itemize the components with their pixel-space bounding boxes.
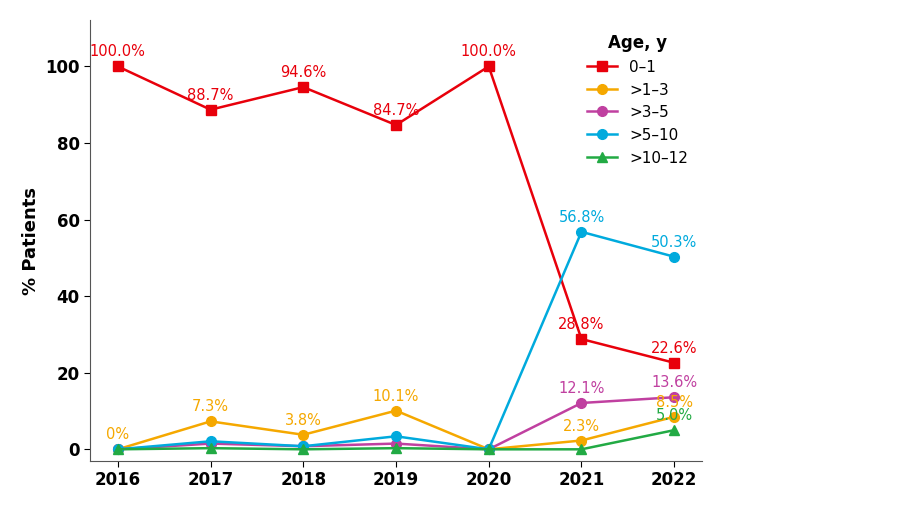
Text: 22.6%: 22.6%	[651, 341, 698, 356]
Text: 7.3%: 7.3%	[192, 399, 229, 414]
0–1	[298, 84, 309, 90]
>1–3	[576, 437, 587, 443]
Legend: 0–1, >1–3, >3–5, >5–10, >10–12: 0–1, >1–3, >3–5, >5–10, >10–12	[580, 28, 695, 172]
>1–3	[205, 418, 216, 424]
>3–5	[298, 443, 309, 450]
Line: >1–3: >1–3	[113, 406, 679, 454]
Text: 10.1%: 10.1%	[373, 389, 419, 403]
0–1	[576, 336, 587, 342]
0–1	[205, 106, 216, 113]
Text: 3.8%: 3.8%	[284, 413, 321, 428]
>3–5	[391, 440, 401, 446]
>1–3	[669, 414, 680, 420]
Text: 100.0%: 100.0%	[461, 45, 517, 59]
Line: >5–10: >5–10	[113, 227, 679, 454]
Text: 5.0%: 5.0%	[655, 408, 693, 423]
Line: 0–1: 0–1	[113, 61, 679, 368]
>10–12	[298, 446, 309, 453]
0–1	[669, 360, 680, 366]
Text: 94.6%: 94.6%	[280, 65, 327, 80]
Line: >3–5: >3–5	[113, 392, 679, 454]
0–1	[391, 122, 401, 128]
>1–3	[112, 446, 123, 453]
Text: 84.7%: 84.7%	[373, 103, 419, 118]
>10–12	[576, 446, 587, 453]
>1–3	[391, 408, 401, 414]
>1–3	[483, 446, 494, 453]
Text: 8.5%: 8.5%	[656, 395, 693, 410]
Text: 0%: 0%	[106, 428, 130, 442]
>10–12	[483, 446, 494, 453]
>5–10	[669, 253, 680, 260]
>3–5	[669, 394, 680, 400]
>5–10	[205, 438, 216, 444]
>3–5	[112, 446, 123, 453]
Text: 12.1%: 12.1%	[558, 381, 605, 396]
0–1	[112, 63, 123, 70]
>3–5	[483, 446, 494, 453]
Text: 88.7%: 88.7%	[187, 88, 234, 103]
Y-axis label: % Patients: % Patients	[22, 187, 40, 294]
Text: 100.0%: 100.0%	[90, 45, 146, 59]
>10–12	[391, 445, 401, 451]
0–1	[483, 63, 494, 70]
>10–12	[205, 445, 216, 451]
>3–5	[205, 440, 216, 446]
>10–12	[669, 427, 680, 433]
>3–5	[576, 400, 587, 406]
Line: >10–12: >10–12	[113, 425, 679, 454]
>5–10	[298, 443, 309, 450]
Text: 56.8%: 56.8%	[558, 210, 605, 225]
Text: 2.3%: 2.3%	[563, 419, 600, 434]
>5–10	[112, 446, 123, 453]
Text: 13.6%: 13.6%	[651, 375, 698, 390]
>1–3	[298, 432, 309, 438]
>5–10	[576, 229, 587, 235]
Text: 28.8%: 28.8%	[558, 317, 605, 332]
>5–10	[483, 446, 494, 453]
Text: 50.3%: 50.3%	[651, 235, 698, 250]
>10–12	[112, 446, 123, 453]
>5–10	[391, 433, 401, 439]
